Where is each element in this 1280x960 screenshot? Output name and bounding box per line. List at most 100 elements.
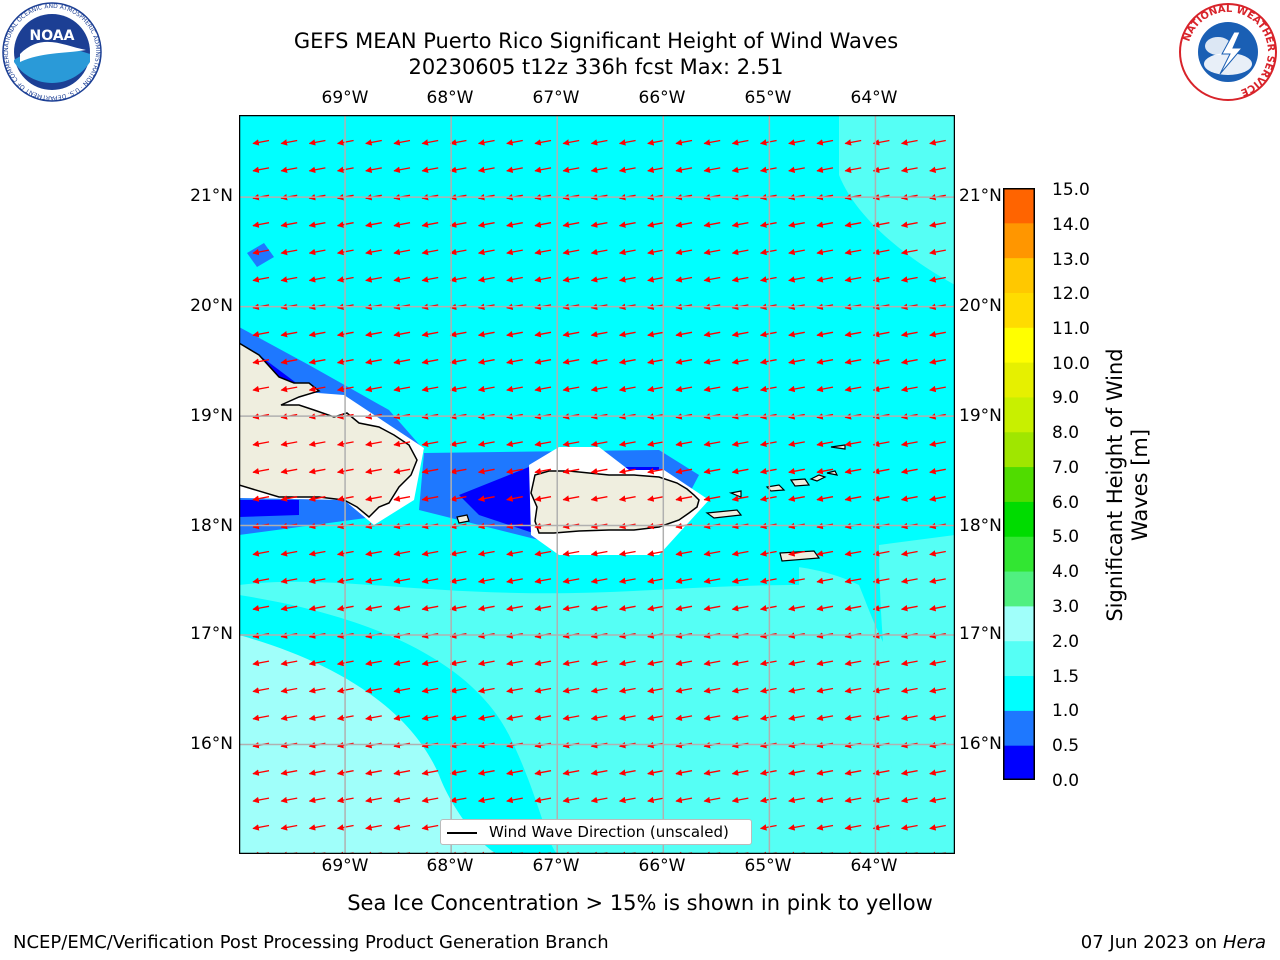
wave-direction-arrow: [280, 468, 298, 475]
colorbar-title: Significant Height of Wind Waves [m]: [1103, 348, 1152, 622]
colorbar-tick-label: 7.0: [1052, 458, 1080, 478]
wave-direction-arrow: [590, 468, 608, 475]
colorbar-tick-label: 9.0: [1052, 388, 1080, 408]
wave-direction-arrow: [675, 714, 693, 722]
wave-direction-arrow: [365, 166, 382, 174]
wave-direction-arrow: [365, 385, 382, 393]
wave-direction-arrow: [308, 276, 326, 283]
wave-direction-arrow: [647, 605, 664, 612]
wave-direction-arrow: [759, 495, 777, 502]
wave-direction-arrow: [506, 221, 523, 228]
wave-direction-arrow: [844, 577, 862, 585]
wave-direction-arrow: [562, 221, 580, 228]
wave-direction-arrow: [534, 166, 552, 174]
wave-direction-arrow: [929, 166, 946, 174]
wave-direction-arrow: [562, 468, 580, 475]
lat-label-right: 17°N: [959, 624, 1002, 644]
wave-direction-arrow: [421, 358, 439, 365]
wave-direction-arrow: [703, 577, 721, 585]
wave-direction-arrow: [788, 139, 805, 146]
wave-direction-arrow: [590, 248, 608, 256]
wave-direction-arrow: [308, 550, 326, 557]
wave-direction-arrow: [506, 687, 523, 694]
wave-direction-arrow: [562, 495, 580, 502]
wave-direction-arrow: [252, 358, 270, 365]
wave-direction-arrow: [534, 714, 552, 722]
colorbar-segment: [1003, 292, 1035, 328]
wave-band-1_5-2m-south: [239, 552, 955, 854]
wave-direction-arrow: [929, 714, 946, 722]
map-frame: [239, 115, 955, 854]
wave-direction-arrow: [844, 221, 862, 228]
wave-direction-arrow: [280, 605, 298, 612]
wave-direction-arrow: [618, 221, 636, 228]
wave-direction-arrow: [816, 468, 834, 475]
wave-direction-arrow: [365, 221, 382, 228]
wave-direction-arrow: [816, 824, 834, 831]
wave-direction-arrow: [929, 276, 946, 283]
wave-direction-arrow: [929, 769, 946, 776]
wave-direction-arrow: [590, 605, 608, 612]
wave-direction-arrow: [900, 276, 918, 283]
wave-direction-arrow: [506, 796, 523, 804]
wave-direction-arrow: [590, 385, 608, 393]
wave-direction-arrow: [703, 769, 721, 776]
wave-direction-arrow: [731, 550, 749, 557]
wave-direction-arrow: [280, 495, 298, 502]
wave-direction-arrow: [590, 796, 608, 804]
wave-direction-arrow: [308, 468, 326, 475]
wave-direction-arrow: [618, 385, 636, 393]
wave-direction-arrow: [421, 440, 439, 448]
wave-direction-arrow: [393, 139, 411, 146]
wave-direction-arrow: [900, 248, 918, 256]
colorbar-tick-label: 10.0: [1052, 354, 1090, 374]
wave-direction-arrow: [421, 796, 439, 804]
wave-direction-arrow: [759, 276, 777, 283]
wave-direction-arrow: [477, 495, 495, 502]
wave-direction-arrow: [675, 139, 693, 146]
wave-direction-arrow: [844, 550, 862, 557]
wave-direction-arrow: [788, 687, 805, 694]
wave-direction-arrow: [449, 440, 467, 448]
wave-direction-arrow: [252, 769, 270, 776]
wave-direction-arrow: [788, 659, 805, 667]
wave-direction-arrow: [675, 276, 693, 283]
wave-direction-arrow: [900, 468, 918, 475]
wave-direction-arrow: [280, 166, 298, 174]
wave-direction-arrow: [506, 577, 523, 585]
wave-direction-arrow: [308, 358, 326, 365]
wave-direction-arrow: [534, 605, 552, 612]
wave-direction-arrow: [477, 276, 495, 283]
wave-direction-arrow: [703, 221, 721, 228]
wave-direction-arrow: [449, 385, 467, 393]
wave-direction-arrow: [844, 166, 862, 174]
wave-direction-arrow: [365, 605, 382, 612]
wave-direction-arrow: [816, 248, 834, 256]
lon-label-top: 68°W: [426, 88, 474, 108]
wave-direction-arrow: [449, 687, 467, 694]
wave-direction-arrow: [731, 440, 749, 448]
wave-direction-arrow: [421, 550, 439, 557]
wave-direction-arrow: [675, 495, 693, 502]
wave-direction-arrow: [308, 659, 326, 667]
wave-direction-arrow: [703, 331, 721, 338]
wave-direction-arrow: [816, 358, 834, 365]
colorbar-tick-label: 13.0: [1052, 250, 1090, 270]
wave-direction-arrow: [675, 248, 693, 256]
colorbar-segment: [1003, 257, 1035, 293]
wave-direction-arrow: [534, 687, 552, 694]
wave-direction-arrow: [477, 331, 495, 338]
wave-direction-arrow: [393, 331, 411, 338]
colorbar-tick-label: 0.0: [1052, 771, 1080, 791]
wave-direction-arrow: [365, 495, 382, 502]
wave-direction-arrow: [844, 769, 862, 776]
wave-direction-arrow: [506, 248, 523, 256]
wave-direction-arrow: [280, 796, 298, 804]
colorbar-tick-label: 3.0: [1052, 597, 1080, 617]
colorbar-segment: [1003, 710, 1035, 746]
wave-direction-arrow: [816, 440, 834, 448]
lat-lon-gridlines: [239, 115, 955, 854]
colorbar-segment: [1003, 362, 1035, 398]
noaa-logo: NATIONAL OCEANIC AND ATMOSPHERIC ADMINIS…: [0, 0, 102, 106]
colorbar-segment: [1003, 188, 1035, 224]
